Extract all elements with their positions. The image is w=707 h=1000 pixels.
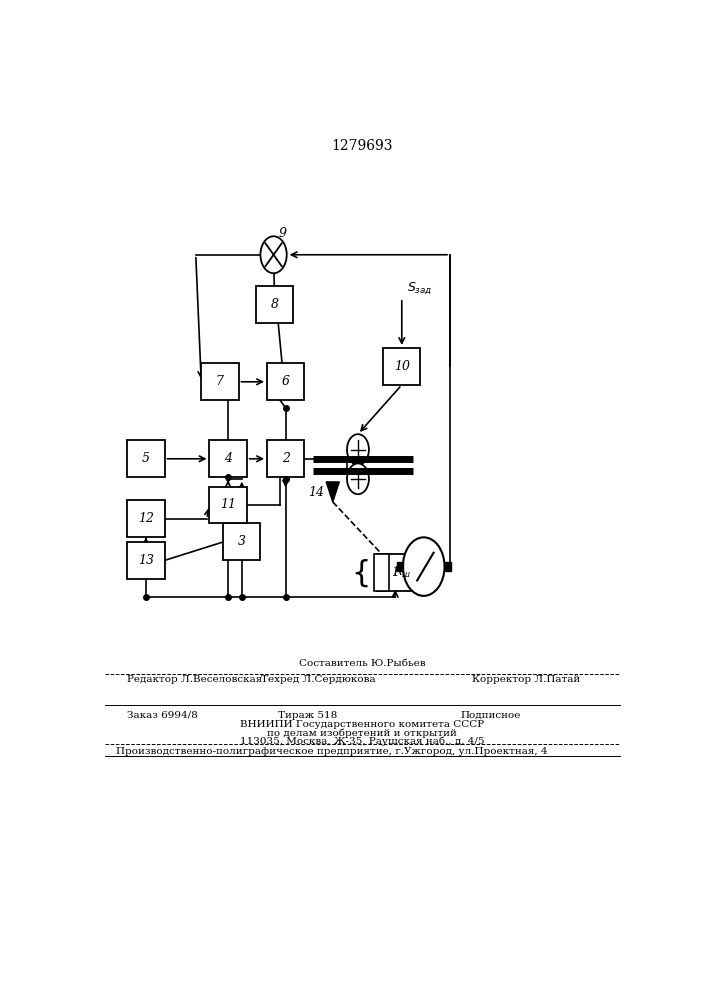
Bar: [397, 562, 403, 571]
Bar: [209, 440, 247, 477]
Text: по делам изобретений и открытий: по делам изобретений и открытий: [267, 728, 457, 738]
Text: 7: 7: [216, 375, 224, 388]
Text: 14: 14: [308, 486, 325, 499]
Text: 8: 8: [271, 298, 279, 311]
Bar: [445, 562, 450, 571]
Text: Заказ 6994/8: Заказ 6994/8: [127, 711, 197, 720]
Text: Техред Л.Сердюкова: Техред Л.Сердюкова: [261, 675, 376, 684]
Text: {: {: [351, 558, 370, 587]
Text: 3: 3: [238, 535, 246, 548]
Text: 12: 12: [138, 512, 154, 525]
Bar: [223, 523, 260, 560]
Circle shape: [260, 236, 287, 273]
Bar: [267, 363, 304, 400]
Bar: [127, 500, 165, 537]
Text: Корректор Л.Патай: Корректор Л.Патай: [472, 675, 580, 684]
Text: 5: 5: [142, 452, 150, 465]
Bar: [256, 286, 293, 323]
Text: $S_{зад}$: $S_{зад}$: [407, 280, 433, 296]
Bar: [267, 440, 304, 477]
Polygon shape: [326, 482, 339, 502]
Bar: [383, 348, 421, 385]
Text: 13: 13: [138, 554, 154, 567]
Bar: [209, 487, 247, 523]
Circle shape: [403, 537, 445, 596]
Text: 113035, Москва, Ж-35, Раушская наб., д. 4/5: 113035, Москва, Ж-35, Раушская наб., д. …: [240, 737, 484, 746]
Text: Тираж 518: Тираж 518: [278, 711, 337, 720]
Text: Составитель Ю.Рыбьев: Составитель Ю.Рыбьев: [299, 659, 426, 668]
Text: 6: 6: [281, 375, 290, 388]
Text: 1279693: 1279693: [332, 139, 393, 153]
Bar: [201, 363, 238, 400]
Bar: [374, 554, 389, 591]
Text: 4: 4: [224, 452, 232, 465]
Circle shape: [347, 463, 369, 494]
Text: ВНИИПИ Государственного комитета СССР: ВНИИПИ Государственного комитета СССР: [240, 720, 484, 729]
Text: 11: 11: [220, 498, 236, 512]
Bar: [127, 542, 165, 579]
Text: 9: 9: [279, 227, 286, 240]
Circle shape: [347, 434, 369, 465]
Text: 1: 1: [391, 566, 399, 579]
Text: Подписное: Подписное: [461, 711, 521, 720]
Text: 2: 2: [281, 452, 290, 465]
Text: Редактор Л.Веселовская: Редактор Л.Веселовская: [127, 675, 262, 684]
Text: 10: 10: [394, 360, 410, 373]
Bar: [127, 440, 165, 477]
Text: Производственно-полиграфическое предприятие, г.Ужгород, ул.Проектная, 4: Производственно-полиграфическое предприя…: [116, 747, 547, 756]
Bar: [377, 554, 414, 591]
Text: $R_{ш}$: $R_{ш}$: [393, 565, 411, 580]
